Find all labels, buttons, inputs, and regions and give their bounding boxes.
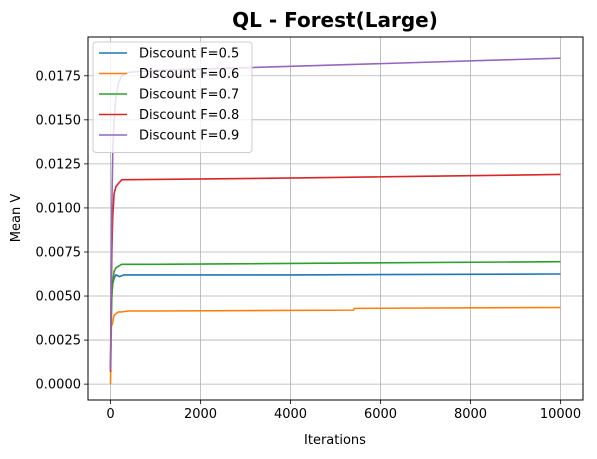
x-tick-label: 0: [106, 407, 114, 422]
legend: Discount F=0.5 Discount F=0.6 Discount F=0…: [92, 41, 253, 153]
chart-title: QL - Forest(Large): [232, 8, 438, 32]
legend-label-2: Discount F=0.6: [139, 67, 239, 82]
x-axis: 0 2000 4000 6000 8000 10000: [106, 400, 581, 422]
y-tick-label: 0.0075: [36, 245, 82, 260]
x-tick-label: 8000: [454, 407, 487, 422]
y-tick-label: 0.0025: [36, 334, 82, 349]
y-tick-label: 0.0100: [36, 201, 82, 216]
legend-label-1: Discount F=0.5: [139, 47, 239, 62]
x-tick-label: 6000: [364, 407, 397, 422]
y-tick-label: 0.0000: [36, 378, 82, 393]
y-tick-label: 0.0150: [36, 113, 82, 128]
grid: [88, 37, 583, 400]
legend-label-4: Discount F=0.8: [139, 108, 239, 123]
y-tick-label: 0.0175: [36, 69, 82, 84]
y-axis-label: Mean V: [9, 194, 24, 243]
legend-box: [92, 41, 253, 153]
y-axis: 0.0000 0.0025 0.0050 0.0075 0.0100 0.0125 0.01…: [36, 69, 88, 393]
plot-frame: [87, 36, 584, 401]
legend-label-5: Discount F=0.9: [139, 129, 239, 144]
x-axis-label: Iterations: [304, 433, 366, 448]
x-tick-label: 10000: [540, 407, 581, 422]
y-tick-label: 0.0050: [36, 290, 82, 305]
y-tick-label: 0.0125: [36, 157, 82, 172]
x-tick-label: 4000: [274, 407, 307, 422]
legend-label-3: Discount F=0.7: [139, 88, 239, 103]
x-tick-label: 2000: [184, 407, 217, 422]
